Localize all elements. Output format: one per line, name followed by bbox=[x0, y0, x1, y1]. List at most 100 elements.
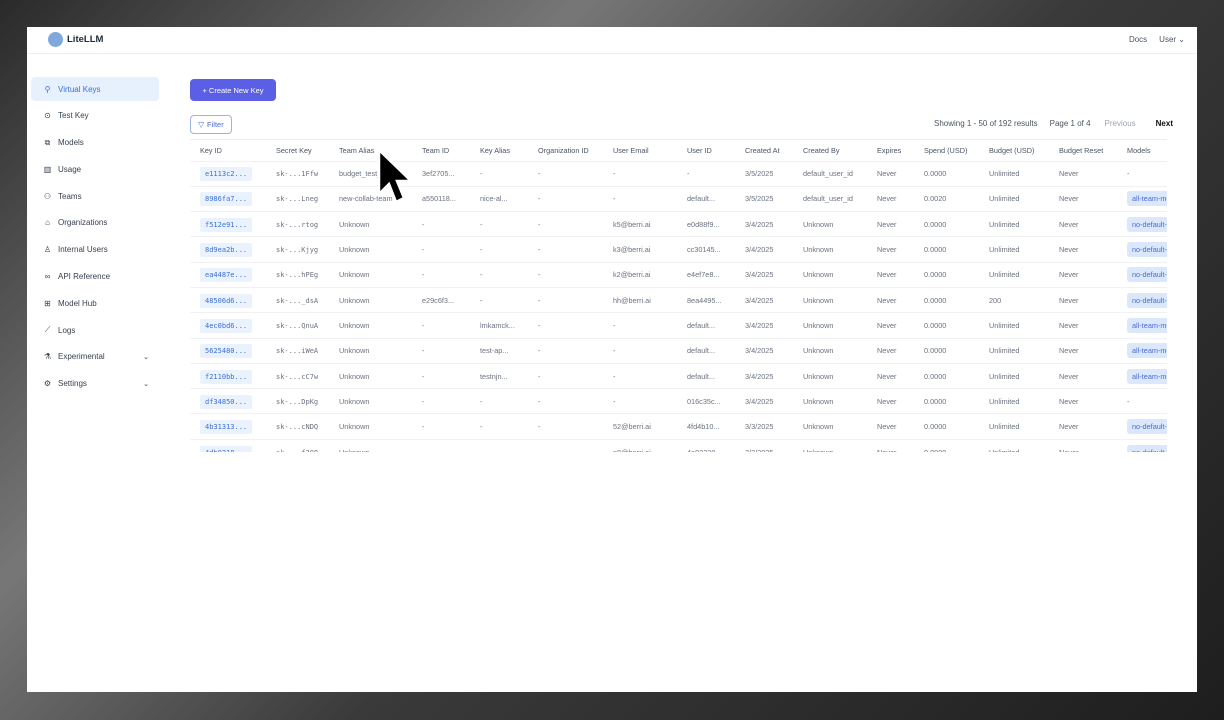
column-header[interactable]: Team ID bbox=[422, 145, 450, 155]
column-header[interactable]: Created By bbox=[803, 145, 840, 155]
next-button[interactable]: Next bbox=[1155, 119, 1173, 128]
table-row[interactable]: 8d9ea2b... sk-...Kjyg Unknown - - - k3@berri.a… bbox=[190, 236, 1167, 263]
table-cell: 8d9ea2b... bbox=[190, 236, 276, 263]
table-cell: Unknown bbox=[339, 413, 422, 440]
model-badge: all-team-models bbox=[1127, 317, 1167, 333]
cell-text: Never bbox=[1059, 422, 1079, 432]
table-row[interactable]: 4db0218... sk-...f30Q Unknown - - - n8@berri.a… bbox=[190, 438, 1167, 452]
sidebar-item-api-reference[interactable]: ∞ API Reference bbox=[31, 265, 159, 289]
key-id-link[interactable]: f2110bb... bbox=[200, 369, 253, 384]
key-id-link[interactable]: df34850... bbox=[200, 394, 253, 409]
column-header[interactable]: Created At bbox=[745, 145, 780, 155]
table-cell: 0.0000 bbox=[924, 160, 989, 187]
column-header[interactable]: User Email bbox=[613, 145, 649, 155]
app-window: LiteLLM Docs User ⌄ ⚲ Virtual Keys ⊙ Test K… bbox=[27, 27, 1197, 692]
cell-text: Never bbox=[877, 371, 897, 381]
sidebar-item-experimental[interactable]: ⚗ Experimental ⌄ bbox=[31, 345, 159, 369]
table-row[interactable]: 8986fa7... sk-...Lneg new-collab-team a5501… bbox=[190, 185, 1167, 212]
table-cell: Never bbox=[1059, 236, 1127, 263]
table-cell: hh@berri.ai bbox=[613, 286, 687, 313]
column-header[interactable]: Expires bbox=[877, 145, 902, 155]
key-id-link[interactable]: 8986fa7... bbox=[200, 192, 253, 207]
column-header[interactable]: Budget (USD) bbox=[989, 145, 1035, 155]
filter-icon: ▽ bbox=[198, 120, 205, 129]
key-id-link[interactable]: 48506d6... bbox=[200, 293, 253, 308]
table-row[interactable]: 4ec0bd6... sk-...QnuA Unknown - lmkamck... - -… bbox=[190, 312, 1167, 339]
table-row[interactable]: 5625480... sk-...iWeA Unknown - test-ap... - -… bbox=[190, 337, 1167, 364]
cell-text: Never bbox=[1059, 320, 1079, 330]
column-header[interactable]: Secret Key bbox=[276, 145, 312, 155]
column-header[interactable]: Key Alias bbox=[480, 145, 511, 155]
secret-key: sk-...Lneg bbox=[276, 195, 319, 204]
column-header[interactable]: Team Alias bbox=[339, 145, 375, 155]
column-header[interactable]: User ID bbox=[687, 145, 712, 155]
logo[interactable]: LiteLLM bbox=[48, 32, 103, 47]
user-menu[interactable]: User ⌄ bbox=[1159, 35, 1185, 44]
column-header[interactable]: Spend (USD) bbox=[924, 145, 968, 155]
table-cell: no-default-models bbox=[1127, 438, 1167, 452]
table-cell: 0.0000 bbox=[924, 236, 989, 263]
table-row[interactable]: df34850... sk-...DpKg Unknown - - - - 016c35c..… bbox=[190, 388, 1167, 414]
sidebar-item-usage[interactable]: ▥ Usage bbox=[31, 157, 159, 181]
key-id-link[interactable]: 5625480... bbox=[200, 344, 253, 359]
table-cell: - bbox=[613, 160, 687, 187]
column-header[interactable]: Models bbox=[1127, 145, 1151, 155]
table-cell: 3/4/2025 bbox=[745, 286, 803, 313]
cell-text: Unlimited bbox=[989, 448, 1019, 452]
cell-text: 200 bbox=[989, 295, 1002, 305]
sidebar-item-internal-users[interactable]: ♙ Internal Users bbox=[31, 238, 159, 262]
docs-link[interactable]: Docs bbox=[1128, 35, 1148, 44]
table-cell: sk-...hPEg bbox=[276, 261, 339, 288]
cell-text: 0.0000 bbox=[924, 270, 947, 280]
table-row[interactable]: e1113c2... sk-...1Ffw budget_test_team 3ef2… bbox=[190, 160, 1167, 187]
cell-text: - bbox=[480, 422, 483, 432]
key-id-link[interactable]: 4ec0bd6... bbox=[200, 318, 253, 333]
sidebar-item-virtual-keys[interactable]: ⚲ Virtual Keys bbox=[31, 77, 159, 101]
table-row[interactable]: 48506d6... sk-..._dsA Unknown e29c6f3... - - h… bbox=[190, 286, 1167, 313]
sidebar-item-model-hub[interactable]: ⊞ Model Hub bbox=[31, 291, 159, 315]
table-header: Key ID Secret Key Team Alias Team ID Key Ali… bbox=[190, 140, 1167, 161]
table-cell: 4b31313... bbox=[190, 413, 276, 440]
table-row[interactable]: f2110bb... sk-...cC7w Unknown - testnjn... - -… bbox=[190, 362, 1167, 389]
cell-text: - bbox=[538, 422, 541, 432]
key-id-link[interactable]: 8d9ea2b... bbox=[200, 243, 253, 258]
table-cell: Never bbox=[877, 211, 924, 237]
secret-key: sk-..._dsA bbox=[276, 296, 319, 305]
table-row[interactable]: f512e91... sk-...rtog Unknown - - - k5@berri.a… bbox=[190, 211, 1167, 237]
create-new-key-button[interactable]: + Create New Key bbox=[190, 79, 276, 101]
sidebar-item-label: Logs bbox=[58, 325, 76, 335]
table-row[interactable]: 4b31313... sk-...cNDQ Unknown - - - 52@berri.a… bbox=[190, 413, 1167, 440]
column-header[interactable]: Key ID bbox=[200, 145, 222, 155]
cell-text: 0.0000 bbox=[924, 422, 947, 432]
table-cell: sk-...Kjyg bbox=[276, 236, 339, 263]
sidebar-item-logs[interactable]: ⟋ Logs bbox=[31, 318, 159, 342]
key-id-link[interactable]: 4db0218... bbox=[200, 445, 253, 452]
table-row[interactable]: ea4487e... sk-...hPEg Unknown - - - k2@berri.a… bbox=[190, 261, 1167, 288]
sidebar-item-teams[interactable]: ⚇ Teams bbox=[31, 184, 159, 208]
column-header[interactable]: Organization ID bbox=[538, 145, 589, 155]
table-cell: all-team-models bbox=[1127, 185, 1167, 212]
cell-text: nice-al... bbox=[480, 194, 508, 204]
table-cell: - bbox=[538, 211, 613, 237]
filter-button[interactable]: ▽ Filter bbox=[190, 115, 232, 134]
cell-text: - bbox=[538, 320, 541, 330]
sidebar-item-settings[interactable]: ⚙ Settings ⌄ bbox=[31, 372, 159, 396]
table-cell: 0.0000 bbox=[924, 337, 989, 364]
previous-button[interactable]: Previous bbox=[1104, 119, 1136, 128]
cell-text: Unknown bbox=[803, 346, 834, 356]
sidebar-item-models[interactable]: ⧉ Models bbox=[31, 131, 159, 155]
key-id-link[interactable]: ea4487e... bbox=[200, 268, 253, 283]
table-cell: - bbox=[422, 388, 480, 414]
table-cell: sk-...QnuA bbox=[276, 312, 339, 339]
table-cell: no-default-models bbox=[1127, 286, 1167, 313]
sidebar-item-organizations[interactable]: ⌂ Organizations bbox=[31, 211, 159, 235]
model-badge: no-default-models bbox=[1127, 444, 1167, 452]
cell-text: Never bbox=[877, 245, 897, 255]
sidebar-item-test-key[interactable]: ⊙ Test Key bbox=[31, 104, 159, 128]
table-cell: - bbox=[422, 362, 480, 389]
key-id-link[interactable]: 4b31313... bbox=[200, 420, 253, 435]
key-id-link[interactable]: f512e91... bbox=[200, 217, 253, 232]
key-id-link[interactable]: e1113c2... bbox=[200, 167, 253, 182]
table-cell: no-default-models bbox=[1127, 413, 1167, 440]
column-header[interactable]: Budget Reset bbox=[1059, 145, 1104, 155]
